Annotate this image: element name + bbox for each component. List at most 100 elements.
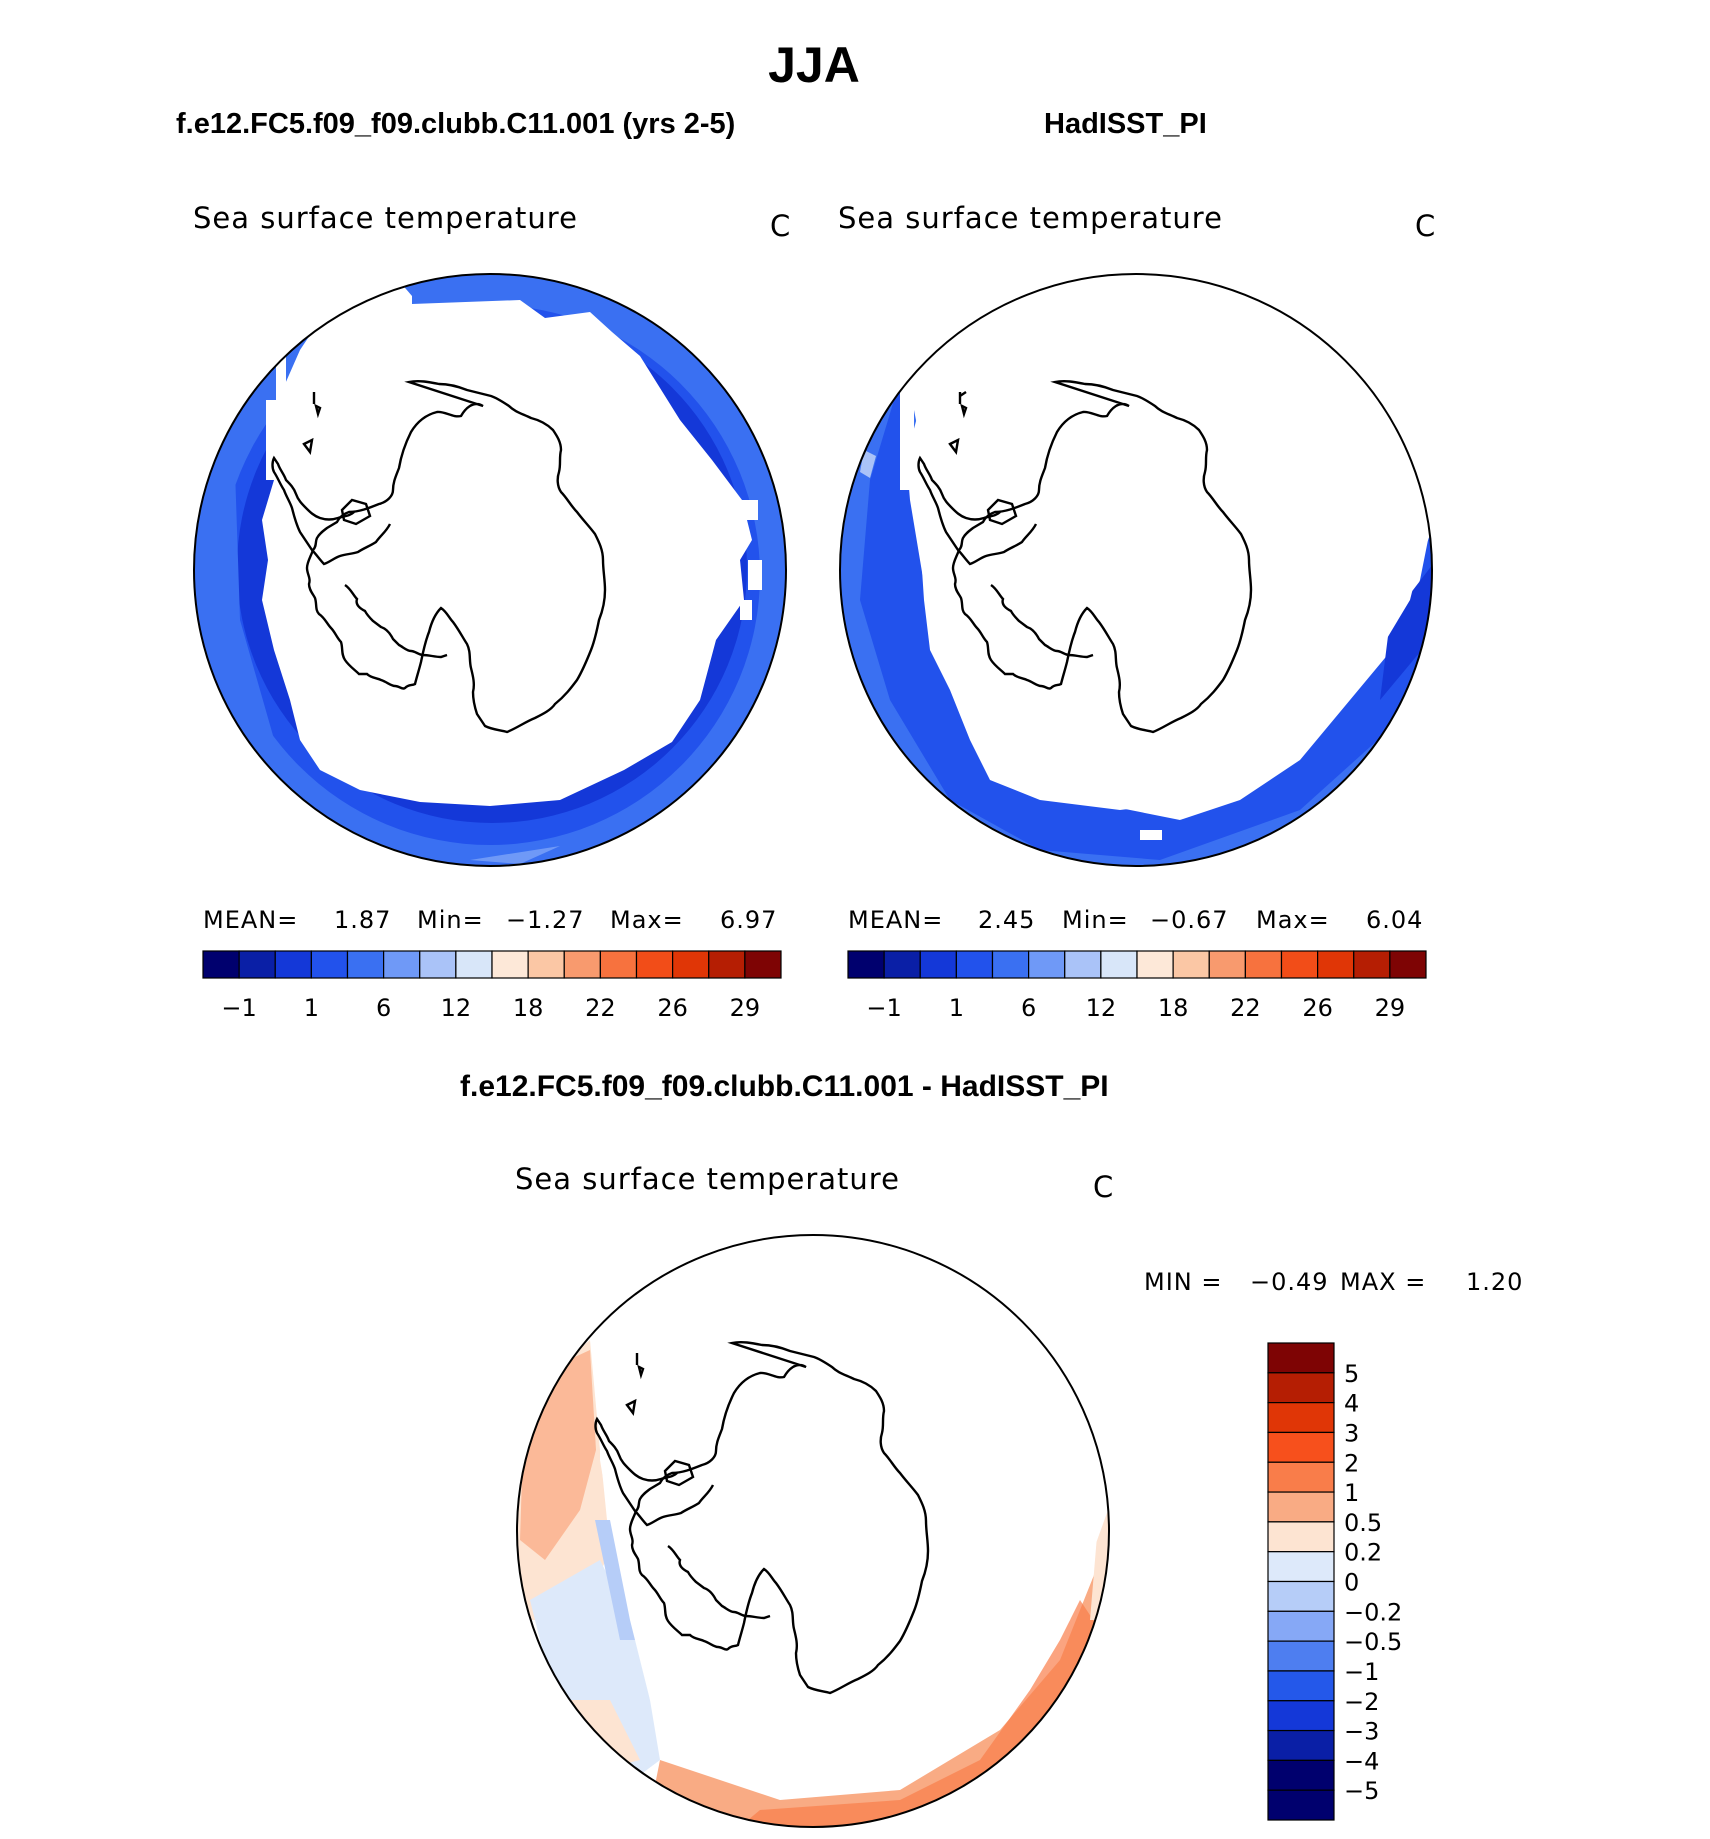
diff-colorbar-swatch: [1267, 1551, 1335, 1583]
panel-1-colorbar: −1 1 6 12 18 22 26 29: [202, 950, 782, 1022]
panel-2-min-label: Min=: [1062, 906, 1129, 934]
panel-1-colorbar-tick-label: 1: [304, 994, 319, 1022]
diff-panel-title: f.e12.FC5.f09_f09.clubb.C11.001 - HadISS…: [460, 1070, 1109, 1103]
diff-colorbar-swatch: [1267, 1402, 1335, 1434]
panel-1-colorbar-swatch: [563, 950, 601, 979]
diff-colorbar-tick-label: 0: [1344, 1569, 1359, 1597]
panel-1-mean-label: MEAN=: [203, 906, 299, 934]
diff-colorbar-swatch: [1267, 1431, 1335, 1463]
panel-2-mean-value: 2.45: [978, 906, 1036, 934]
diff-colorbar-swatch: [1267, 1461, 1335, 1493]
panel-1-min-label: Min=: [417, 906, 484, 934]
diff-colorbar-swatch: [1267, 1580, 1335, 1612]
panel-2-colorbar: −1 1 6 12 18 22 26 29: [847, 950, 1427, 1022]
panel-1-colorbar-swatch: [672, 950, 710, 979]
panel-2-colorbar-swatch: [1028, 950, 1066, 979]
panel-1-colorbar-swatch: [491, 950, 529, 979]
panel-2-colorbar-swatch: [1136, 950, 1174, 979]
panel-2-colorbar-swatch: [1244, 950, 1283, 979]
panel-1-colorbar-swatch: [346, 950, 385, 979]
panel-2-colorbar-swatch: [955, 950, 994, 979]
panel-1-colorbar-tick-label: 18: [513, 994, 544, 1022]
diff-colorbar-tick-label: 2: [1344, 1449, 1359, 1477]
panel-1-colorbar-tick-label: 29: [730, 994, 761, 1022]
diff-colorbar-tick-label: 3: [1344, 1419, 1359, 1447]
diff-colorbar-tick-label: 0.2: [1344, 1539, 1382, 1567]
diff-min-value: −0.49: [1250, 1268, 1329, 1296]
panel-2-colorbar-tick-label: 1: [949, 994, 964, 1022]
panel-2-colorbar-swatch: [1353, 950, 1391, 979]
diff-colorbar-swatch: [1267, 1342, 1335, 1374]
diff-colorbar-swatch: [1267, 1700, 1335, 1732]
panel-2-colorbar-swatch: [919, 950, 957, 979]
diff-colorbar-tick-label: 0.5: [1344, 1509, 1382, 1537]
diff-colorbar-swatch: [1267, 1640, 1335, 1672]
panel-2-colorbar-swatch: [1064, 950, 1102, 979]
panel-2-colorbar-tick-label: 22: [1230, 994, 1261, 1022]
panel-1-mean-value: 1.87: [334, 906, 392, 934]
diff-colorbar-swatch: [1267, 1789, 1335, 1821]
diff-colorbar-swatch: [1267, 1372, 1335, 1404]
panel-1-colorbar-swatch: [419, 950, 457, 979]
panel-1-colorbar-tick-label: 12: [441, 994, 472, 1022]
diff-colorbar-tick-label: −2: [1344, 1688, 1379, 1716]
panel-2-units-label: C: [1415, 209, 1437, 243]
diff-min-label: MIN =: [1144, 1268, 1223, 1296]
panel-1-colorbar-tick-label: 26: [657, 994, 688, 1022]
diff-colorbar-tick-label: −0.2: [1344, 1598, 1402, 1626]
panel-1-variable-label: Sea surface temperature: [193, 201, 578, 235]
diff-colorbar-swatch: [1267, 1521, 1335, 1553]
diff-panel-units-label: C: [1093, 1170, 1115, 1204]
diff-colorbar-tick-label: 5: [1344, 1360, 1359, 1388]
diff-max-value: 1.20: [1466, 1268, 1524, 1296]
diff-colorbar-swatch: [1267, 1610, 1335, 1642]
panel-2-colorbar-tick-label: 18: [1158, 994, 1189, 1022]
panel-1-min-value: −1.27: [506, 906, 585, 934]
panel-1-colorbar-swatch: [238, 950, 276, 979]
diff-colorbar-tick-label: −4: [1344, 1747, 1379, 1775]
panel-1-colorbar-swatch: [455, 950, 493, 979]
panel-1-colorbar-swatch: [527, 950, 565, 979]
panel-2-case-title: HadISST_PI: [1044, 108, 1207, 140]
panel-1-max-label: Max=: [610, 906, 684, 934]
panel-2-max-label: Max=: [1256, 906, 1330, 934]
panel-2-colorbar-swatch: [1317, 950, 1355, 979]
diff-max-label: MAX =: [1340, 1268, 1427, 1296]
panel-1-colorbar-swatch: [635, 950, 674, 979]
panel-2-colorbar-tick-label: −1: [866, 994, 901, 1022]
panel-1-colorbar-tick-label: 6: [376, 994, 391, 1022]
diff-colorbar-tick-label: 1: [1344, 1479, 1359, 1507]
panel-2-colorbar-tick-label: 26: [1302, 994, 1333, 1022]
panel-1-case-title: f.e12.FC5.f09_f09.clubb.C11.001 (yrs 2-5…: [176, 108, 736, 140]
panel-1-colorbar-tick-label: −1: [221, 994, 256, 1022]
diff-panel-variable-label: Sea surface temperature: [515, 1162, 900, 1196]
panel-2-min-value: −0.67: [1150, 906, 1229, 934]
panel-1-units-label: C: [770, 209, 792, 243]
panel-1-colorbar-tick-label: 22: [585, 994, 616, 1022]
panel-2-colorbar-tick-label: 29: [1375, 994, 1406, 1022]
diff-colorbar-tick-label: −5: [1344, 1777, 1379, 1805]
panel-2-colorbar-swatch: [1389, 950, 1427, 979]
panel-2-colorbar-swatch: [883, 950, 921, 979]
diff-colorbar-tick-label: −1: [1344, 1658, 1379, 1686]
panel-2-colorbar-swatch: [1172, 950, 1210, 979]
panel-1-colorbar-swatch: [744, 950, 782, 979]
panel-2-mean-label: MEAN=: [848, 906, 944, 934]
diff-colorbar-tick-label: −3: [1344, 1718, 1379, 1746]
panel-1-colorbar-swatch: [599, 950, 638, 979]
panel-1-colorbar-swatch: [274, 950, 312, 979]
diff-colorbar-swatch: [1267, 1670, 1335, 1702]
panel-2-colorbar-swatch: [1100, 950, 1138, 979]
panel-1-max-value: 6.97: [720, 906, 778, 934]
diff-colorbar-swatch: [1267, 1759, 1335, 1791]
panel-2-colorbar-tick-label: 6: [1021, 994, 1036, 1022]
figure-title: JJA: [768, 37, 860, 93]
panel-2-colorbar-swatch: [1280, 950, 1319, 979]
diff-colorbar-swatch: [1267, 1491, 1335, 1523]
panel-1-colorbar-swatch: [310, 950, 349, 979]
panel-2-colorbar-swatch: [847, 950, 885, 979]
panel-2-colorbar-swatch: [991, 950, 1030, 979]
panel-1-colorbar-swatch: [383, 950, 421, 979]
